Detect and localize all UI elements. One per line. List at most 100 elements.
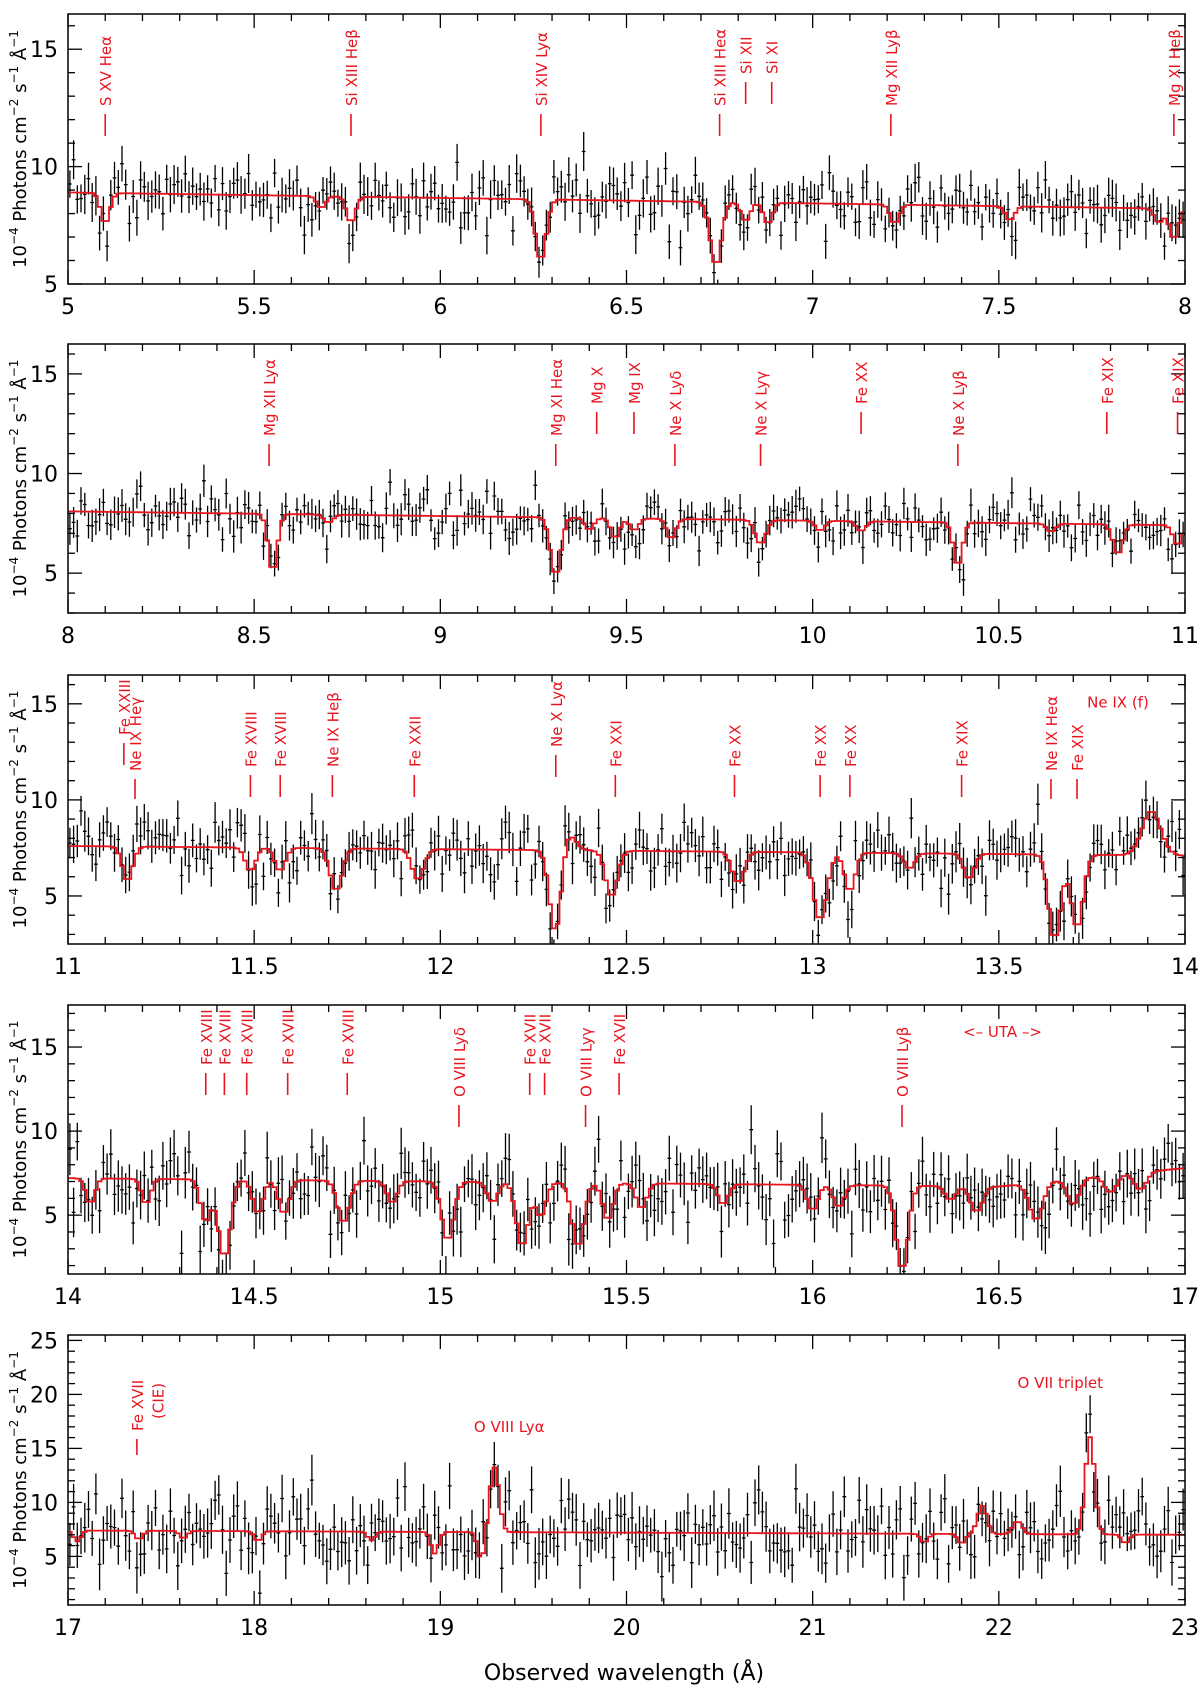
data-point bbox=[849, 520, 854, 545]
data-point bbox=[109, 509, 113, 540]
data-point bbox=[168, 832, 173, 864]
data-point bbox=[760, 536, 765, 561]
data-point bbox=[313, 505, 318, 533]
data-point bbox=[1047, 519, 1051, 552]
data-point bbox=[1002, 205, 1007, 240]
data-point bbox=[1162, 1505, 1167, 1553]
data-point bbox=[630, 1155, 634, 1208]
data-point bbox=[202, 464, 206, 497]
data-point bbox=[838, 191, 843, 228]
data-point bbox=[983, 875, 988, 916]
data-point bbox=[1151, 1523, 1156, 1567]
y-tick-label: 10 bbox=[30, 463, 58, 488]
data-point bbox=[250, 1531, 255, 1574]
data-point bbox=[94, 1473, 98, 1515]
data-point bbox=[473, 1179, 478, 1231]
data-point bbox=[645, 492, 649, 520]
data-point bbox=[980, 516, 984, 548]
data-point bbox=[864, 1484, 869, 1535]
line-label: O VIII Lyγ bbox=[578, 1027, 596, 1127]
data-point bbox=[749, 834, 754, 863]
data-point bbox=[1047, 186, 1051, 214]
data-point bbox=[864, 164, 869, 200]
data-point bbox=[801, 497, 806, 521]
data-point bbox=[961, 1498, 966, 1544]
data-point bbox=[753, 1479, 757, 1527]
data-point bbox=[794, 841, 798, 876]
line-label-text: O VIII Lyγ bbox=[578, 1027, 596, 1097]
annotation-label: Ne IX (f) bbox=[1087, 694, 1149, 712]
data-point bbox=[1155, 197, 1159, 225]
data-point bbox=[835, 1528, 839, 1576]
data-point bbox=[213, 802, 217, 843]
data-point bbox=[228, 503, 232, 534]
data-point bbox=[883, 215, 888, 243]
data-point bbox=[790, 183, 795, 214]
line-label: Mg IX bbox=[626, 362, 644, 434]
data-point bbox=[838, 1510, 843, 1550]
line-label: Si XII bbox=[738, 36, 756, 104]
data-point bbox=[600, 181, 605, 213]
data-point bbox=[157, 501, 162, 531]
data-point bbox=[384, 1517, 389, 1565]
data-point bbox=[1155, 517, 1159, 546]
data-point bbox=[228, 1517, 232, 1563]
data-point bbox=[913, 1481, 917, 1525]
data-point bbox=[626, 188, 631, 218]
data-point bbox=[216, 499, 221, 531]
data-point bbox=[406, 194, 411, 230]
data-point bbox=[168, 1137, 173, 1184]
line-label: Fe XVII bbox=[522, 1014, 540, 1095]
data-point bbox=[284, 1532, 288, 1580]
data-point bbox=[1024, 516, 1029, 542]
data-point bbox=[1028, 194, 1033, 222]
data-point bbox=[172, 1517, 176, 1554]
data-point bbox=[879, 1155, 884, 1207]
data-point bbox=[563, 805, 567, 847]
data-point bbox=[537, 246, 541, 278]
data-point bbox=[738, 494, 742, 523]
data-point bbox=[481, 844, 485, 884]
data-point bbox=[391, 1517, 396, 1556]
data-point bbox=[626, 516, 631, 549]
data-point bbox=[496, 849, 500, 880]
data-point bbox=[198, 1225, 202, 1274]
data-point bbox=[846, 901, 850, 938]
line-label-text: Fe XVII bbox=[129, 1380, 147, 1431]
data-point bbox=[701, 510, 705, 534]
data-point bbox=[991, 199, 996, 228]
data-point bbox=[362, 1515, 366, 1566]
data-point bbox=[1158, 1530, 1163, 1573]
data-point bbox=[82, 174, 87, 215]
data-point bbox=[1114, 1496, 1118, 1533]
data-point bbox=[432, 527, 437, 550]
line-label-text: Ne IX Heγ bbox=[127, 697, 145, 771]
data-point bbox=[220, 1505, 225, 1554]
line-label-text: Ne IX Heβ bbox=[324, 692, 342, 767]
data-point bbox=[161, 196, 165, 231]
data-point bbox=[529, 1209, 534, 1249]
data-point bbox=[894, 211, 899, 249]
data-point bbox=[801, 1508, 806, 1548]
data-point bbox=[179, 856, 184, 895]
data-point bbox=[228, 809, 232, 851]
data-point bbox=[176, 800, 180, 837]
data-point bbox=[663, 1520, 668, 1558]
data-point bbox=[269, 203, 273, 233]
data-point bbox=[481, 1499, 485, 1545]
data-point bbox=[1058, 199, 1063, 237]
data-point bbox=[946, 196, 951, 231]
data-point bbox=[503, 187, 508, 216]
data-point bbox=[198, 172, 202, 206]
line-label: Fe XIX bbox=[954, 720, 972, 797]
data-point bbox=[574, 1494, 579, 1546]
line-label-text: S XV Heα bbox=[97, 36, 115, 106]
line-label-text: Si XIII Heβ bbox=[343, 29, 361, 106]
data-point bbox=[1110, 1505, 1115, 1549]
data-point bbox=[183, 1146, 188, 1199]
line-label-text: Fe XIX bbox=[954, 720, 972, 767]
line-label: Fe XIX bbox=[1099, 357, 1117, 434]
data-point bbox=[820, 498, 824, 525]
data-point bbox=[805, 506, 809, 532]
x-tick-label: 13 bbox=[799, 955, 827, 980]
